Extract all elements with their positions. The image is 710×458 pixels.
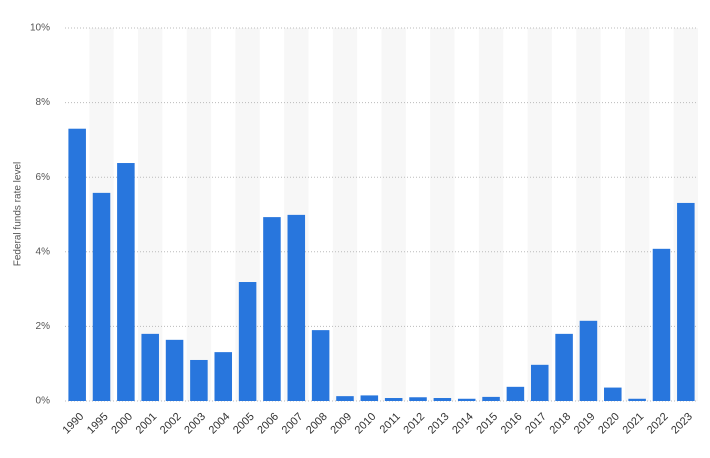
x-tick-label: 2015	[474, 411, 500, 437]
x-tick-label: 2011	[378, 411, 403, 436]
x-tick-label: 2010	[353, 411, 379, 437]
bar	[457, 398, 476, 401]
y-axis-title: Federal funds rate level	[13, 162, 24, 267]
bar	[238, 282, 257, 401]
x-tick-label: 2022	[645, 411, 671, 437]
x-tick-label: 2001	[134, 411, 160, 437]
x-tick-label: 2003	[182, 411, 208, 437]
y-tick-label: 4%	[36, 246, 51, 257]
bar	[336, 396, 354, 401]
bar	[360, 395, 379, 401]
bar	[530, 364, 549, 401]
bar	[117, 163, 135, 401]
x-tick-label: 2000	[109, 411, 135, 437]
y-tick-label: 6%	[36, 172, 51, 183]
x-tick-label: 2020	[596, 411, 622, 437]
x-tick-label: 1990	[61, 411, 87, 437]
x-tick-label: 2019	[572, 411, 598, 437]
bar	[311, 330, 330, 401]
bar	[384, 398, 403, 401]
bar	[165, 339, 184, 401]
bar	[433, 398, 452, 401]
bar	[409, 397, 427, 401]
bar	[190, 359, 208, 401]
bar	[263, 217, 281, 401]
bar	[652, 248, 671, 401]
x-tick-label: 2006	[255, 411, 281, 437]
bar	[68, 128, 86, 401]
bar	[628, 398, 646, 401]
y-tick-label: 10%	[30, 23, 50, 34]
bar	[555, 333, 573, 401]
x-tick-label: 1995	[85, 411, 111, 437]
y-tick-label: 2%	[36, 321, 51, 332]
x-tick-label: 2008	[304, 411, 330, 437]
x-tick-label: 2018	[547, 411, 573, 437]
band-stripe	[478, 28, 504, 401]
x-tick-label: 2012	[401, 411, 427, 437]
bar	[579, 320, 598, 401]
bar	[92, 192, 111, 401]
band-stripe	[527, 28, 552, 401]
x-tick-label: 2021	[621, 411, 647, 437]
bar	[141, 333, 159, 401]
x-tick-label: 2009	[328, 411, 354, 437]
x-tick-label: 2002	[158, 411, 184, 437]
x-tick-label: 2014	[450, 411, 476, 437]
band-stripe	[186, 28, 212, 401]
bar	[604, 387, 622, 401]
y-tick-label: 8%	[36, 97, 51, 108]
bar	[506, 386, 525, 401]
x-tick-label: 2004	[207, 411, 233, 437]
bar	[677, 202, 695, 401]
bar	[287, 214, 306, 401]
x-tick-label: 2023	[669, 411, 695, 437]
band-stripe	[381, 28, 406, 401]
y-tick-label: 0%	[36, 396, 51, 407]
x-tick-label: 2017	[523, 411, 549, 437]
band-stripe	[332, 28, 358, 401]
band-stripe	[430, 28, 455, 401]
x-tick-label: 2007	[280, 411, 306, 437]
x-tick-label: 2016	[499, 411, 525, 437]
x-tick-label: 2013	[426, 411, 452, 437]
x-tick-label: 2005	[231, 411, 257, 437]
band-stripe	[624, 28, 650, 401]
bar	[214, 352, 233, 401]
bar	[482, 396, 500, 401]
